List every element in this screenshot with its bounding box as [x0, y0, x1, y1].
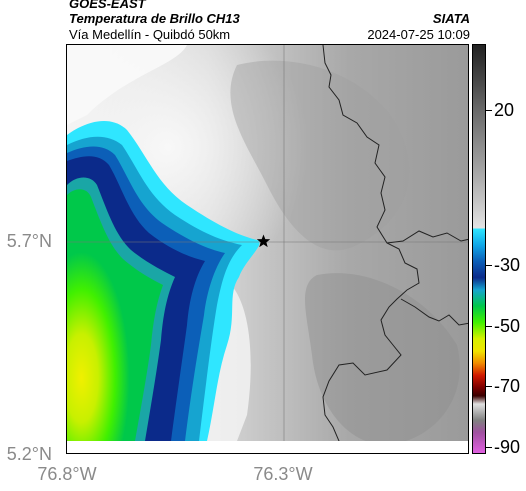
colorbar-label: -30 [494, 255, 521, 275]
colorbar-tick [486, 265, 492, 266]
org-label: SIATA [432, 11, 470, 26]
colorbar-label: 20 [494, 100, 515, 120]
colorbar-tick [486, 386, 492, 387]
no-data-strip [67, 441, 468, 453]
colorbar-tick [486, 110, 492, 111]
cold-cloud-green [67, 189, 163, 441]
star-icon [256, 234, 271, 248]
colorbar-label: -70 [494, 376, 521, 396]
boundary-line [386, 230, 468, 244]
white-region [67, 45, 187, 125]
ytick-label: 5.7°N [6, 231, 52, 251]
timestamp: 2024-07-25 10:09 [367, 27, 470, 42]
map-region: Vía Medellín - Quibdó 50km [69, 27, 231, 42]
map-title: GOES-EAST [69, 0, 146, 11]
ytick-label: 5.2°N [6, 444, 52, 464]
xtick-label: 76.3°W [253, 464, 313, 484]
colorbar-tick [486, 326, 492, 327]
colorbar-label: -90 [494, 437, 521, 457]
colorbar [472, 44, 486, 454]
colorbar-label: -50 [494, 316, 521, 336]
xtick-label: 76.8°W [37, 464, 97, 484]
gray-cloud-patch [305, 273, 460, 445]
gray-cloud-patch [230, 60, 410, 251]
boundary-line [322, 45, 420, 453]
colorbar-tick [486, 447, 492, 448]
satellite-map [66, 44, 469, 454]
map-subtitle: Temperatura de Brillo CH13 [69, 11, 240, 26]
boundary-line [400, 298, 468, 326]
